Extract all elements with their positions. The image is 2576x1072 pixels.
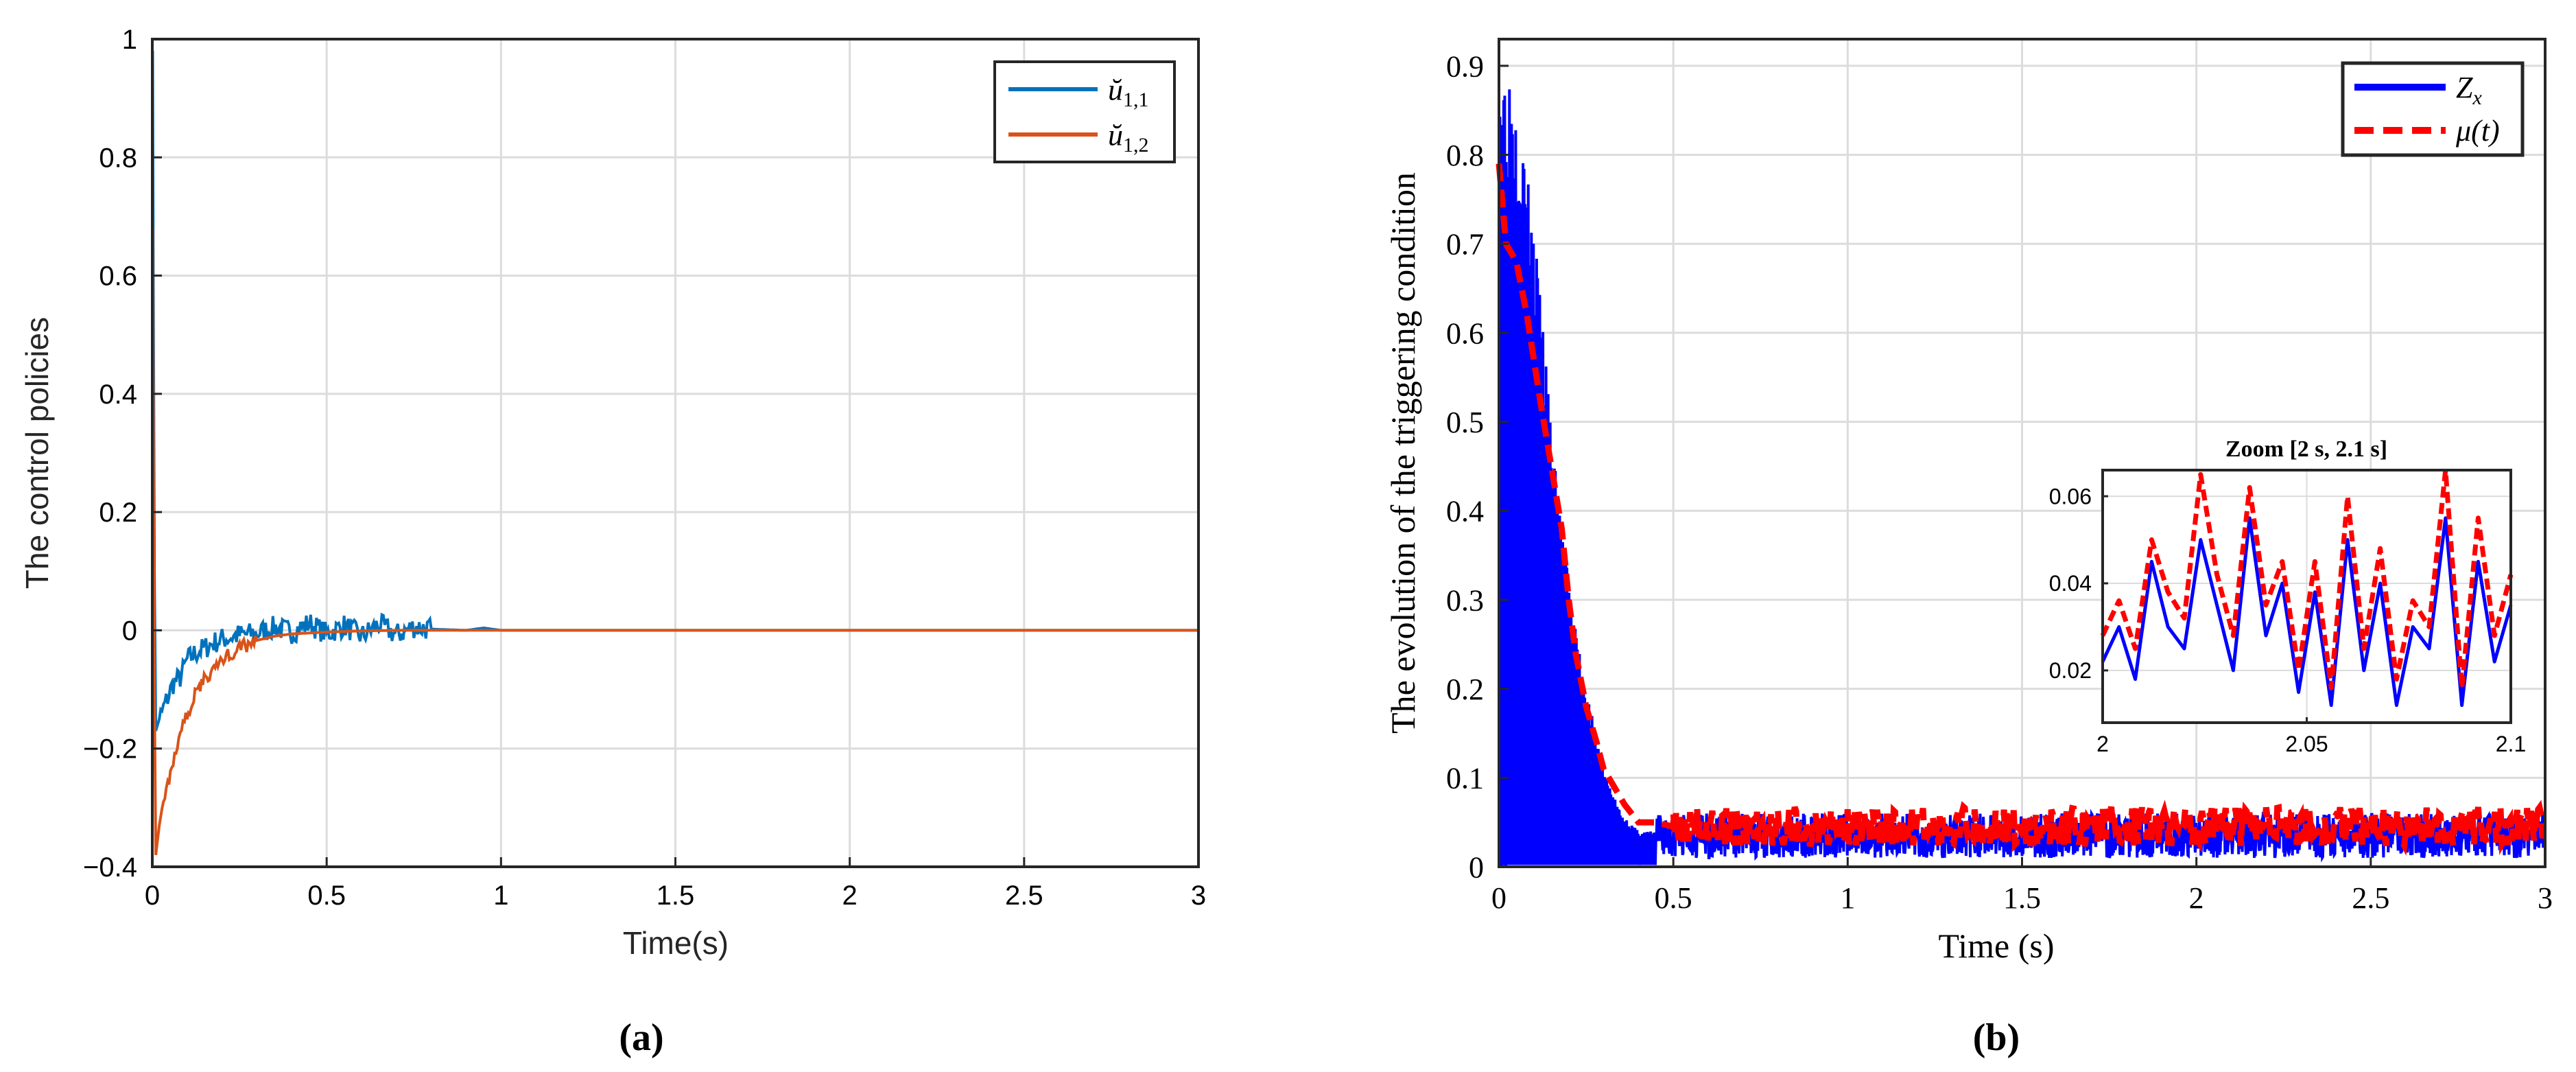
inset-xtick-label-1: 2.05 [2285, 732, 2328, 756]
panel-b-ylabel: The evolution of the triggering conditio… [1384, 172, 1422, 734]
panel-b-xtick-label-3: 1.5 [2003, 881, 2041, 915]
panel-b-ytick-label-2: 0.2 [1446, 673, 1484, 706]
panel-a-ytick-label-6: 0.8 [99, 143, 137, 173]
panel-a-legend-label-2: ŭ1,2 [1108, 118, 1149, 156]
inset-lines [2100, 467, 2514, 708]
panel-b-series-line-2 [1496, 163, 2547, 856]
panel-a-ytick-label-3: 0.2 [99, 498, 137, 528]
inset-series-line-2 [2100, 467, 2514, 690]
panel-a-lines [151, 51, 1198, 856]
panel-a-caption: (a) [619, 1016, 663, 1059]
panel-a-xtick-label-2: 1 [493, 881, 508, 911]
panel-a-xtick-label-6: 3 [1191, 881, 1206, 911]
panel-b-xlabel: Time (s) [1938, 927, 2054, 965]
inset-ytick-label-2: 0.06 [2049, 484, 2092, 509]
panel-b-legend: Zx μ(t) [2341, 61, 2525, 157]
panel-a-ytick-label-5: 0.6 [99, 261, 137, 292]
panel-a-xtick-label-4: 2 [842, 881, 858, 911]
panel-b-ytick-label-4: 0.4 [1446, 495, 1484, 528]
panel-a-ytick-label-2: 0 [122, 616, 137, 646]
panel-a-xlabel: Time(s) [623, 925, 729, 961]
panel-b-ytick-label-8: 0.8 [1446, 139, 1484, 172]
panel-b-ytick-label-1: 0.1 [1446, 762, 1484, 795]
panel-b-legend-box [2341, 61, 2525, 157]
panel-b-legend-label-1-sub: x [2472, 86, 2482, 109]
panel-b-xtick-label-1: 0.5 [1655, 881, 1692, 915]
panel-b-caption: (b) [1973, 1016, 2020, 1059]
panel-a-xtick-label-1: 0.5 [307, 881, 346, 911]
panel-b-xtick-label-4: 2 [2189, 881, 2204, 915]
panel-a-legend-label-1-base: ŭ [1108, 73, 1123, 106]
inset-ticks: 2 2.05 2.1 0.02 0.04 0.06 [2049, 484, 2527, 756]
panel-b-legend-label-1: Zx [2456, 71, 2482, 109]
panel-a-ytick-label-0: −0.4 [83, 852, 137, 883]
panel-a-legend-label-2-sub: 1,2 [1123, 134, 1149, 156]
panel-b-ytick-label-7: 0.7 [1446, 228, 1484, 261]
panel-b-ytick-label-9: 0.9 [1446, 49, 1484, 83]
inset-ytick-label-1: 0.04 [2049, 571, 2092, 596]
panel-a-xtick-label-3: 1.5 [657, 881, 695, 911]
panel-a-xtick-label-5: 2.5 [1005, 881, 1043, 911]
panel-a-legend-label-1: ŭ1,1 [1108, 73, 1149, 111]
panel-b-xtick-label-2: 1 [1840, 881, 1855, 915]
panel-a-legend-label-1-sub: 1,1 [1123, 89, 1149, 111]
panel-b-xtick-label-6: 3 [2538, 881, 2553, 915]
inset-series-line-1 [2101, 516, 2513, 708]
panel-b: 0 0.5 1 1.5 2 2.5 3 0 0.1 0.2 0.3 0.4 0.5 0.6 0.7 0.8 0.… [1384, 38, 2553, 1059]
panel-b-lines [1496, 89, 2547, 867]
inset-xtick-label-2: 2.1 [2496, 732, 2526, 756]
panel-b-xtick-label-5: 2.5 [2352, 881, 2389, 915]
panel-a-ytick-label-7: 1 [122, 25, 137, 55]
panel-a-xtick-label-0: 0 [145, 881, 160, 911]
panel-a-legend: ŭ1,1 ŭ1,2 [993, 60, 1176, 163]
panel-b-xtick-label-0: 0 [1491, 881, 1506, 915]
panel-a-ylabel: The control policies [19, 317, 55, 589]
panel-a-series-line-2 [151, 228, 1198, 856]
panel-b-ytick-label-6: 0.6 [1446, 316, 1484, 350]
inset-title: Zoom [2 s, 2.1 s] [2225, 436, 2387, 462]
panel-b-legend-label-1-base: Z [2456, 71, 2473, 104]
panel-a-ytick-label-4: 0.4 [99, 380, 137, 410]
panel-a-legend-label-2-base: ŭ [1108, 118, 1123, 152]
panel-b-ytick-label-5: 0.5 [1446, 406, 1484, 439]
inset-ytick-label-0: 0.02 [2049, 658, 2092, 683]
panel-b-ytick-label-0: 0 [1469, 850, 1484, 884]
panel-a-ytick-label-1: −0.2 [83, 734, 137, 765]
inset-xtick-label-0: 2 [2096, 732, 2109, 756]
panel-b-ticks: 0 0.5 1 1.5 2 2.5 3 0 0.1 0.2 0.3 0.4 0.5 0.6 0.7 0.8 0.… [1446, 49, 2553, 915]
panel-b-inset: 2 2.05 2.1 0.02 0.04 0.06 Zoom [2 s, 2.1 s] [2049, 436, 2527, 756]
panel-a: 0 0.5 1 1.5 2 2.5 3 −0.4 −0.2 0 0.2 0.4 0.6 0.8 1 Time… [19, 25, 1206, 1059]
panel-a-ticks: 0 0.5 1 1.5 2 2.5 3 −0.4 −0.2 0 0.2 0.4 0.6 0.8 1 [83, 25, 1206, 911]
panel-b-ytick-label-3: 0.3 [1446, 583, 1484, 617]
panel-b-legend-label-2: μ(t) [2455, 114, 2500, 148]
panel-a-legend-box [993, 60, 1176, 163]
